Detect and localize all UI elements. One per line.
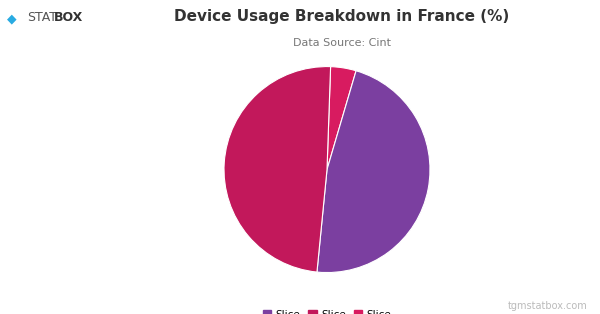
Wedge shape xyxy=(327,67,356,170)
Wedge shape xyxy=(224,67,331,272)
Text: ◆: ◆ xyxy=(7,13,17,25)
Text: Data Source: Cint: Data Source: Cint xyxy=(293,38,391,48)
Legend: Slice, Slice, Slice: Slice, Slice, Slice xyxy=(259,306,395,314)
Text: Device Usage Breakdown in France (%): Device Usage Breakdown in France (%) xyxy=(175,9,509,24)
Text: tgmstatbox.com: tgmstatbox.com xyxy=(508,301,588,311)
Text: STAT: STAT xyxy=(27,11,57,24)
Wedge shape xyxy=(317,71,430,273)
Text: BOX: BOX xyxy=(54,11,83,24)
